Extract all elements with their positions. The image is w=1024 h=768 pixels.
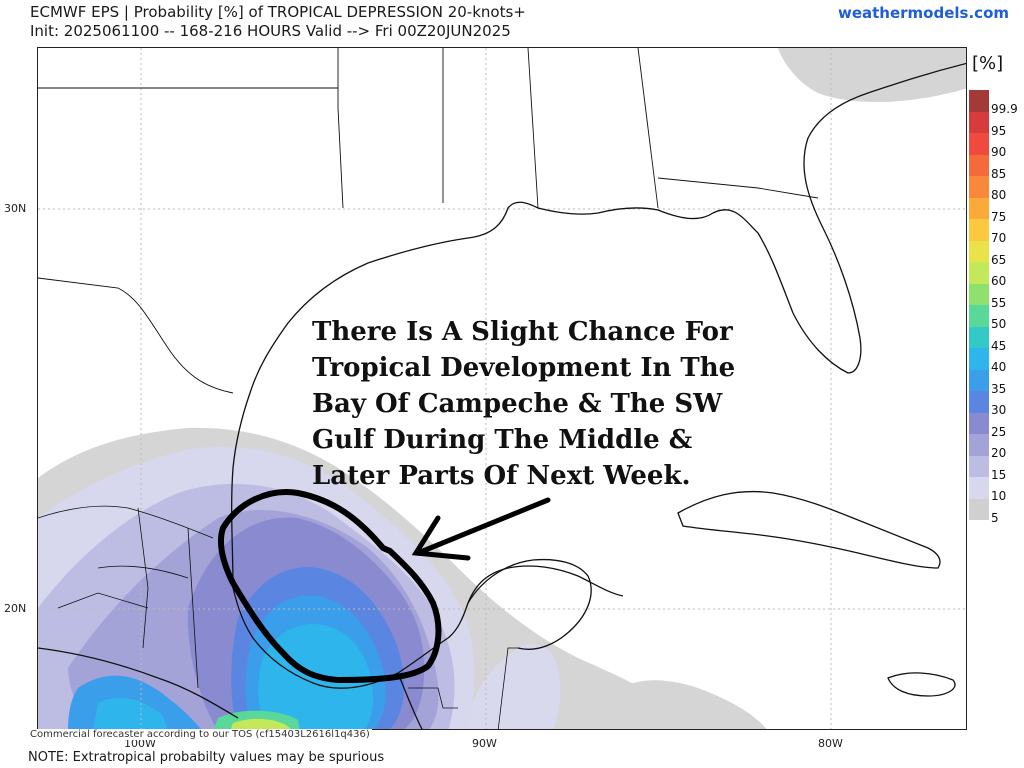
legend-swatch — [969, 197, 989, 219]
legend-row: 20 — [969, 434, 1024, 460]
legend-label: 99.9 — [991, 102, 1018, 116]
legend-swatch — [969, 176, 989, 198]
title-line-2: Init: 2025061100 -- 168-216 HOURS Valid … — [30, 22, 511, 40]
coastlines — [38, 48, 966, 729]
legend-swatch — [969, 111, 989, 133]
legend-swatch — [969, 498, 989, 520]
legend-row: 60 — [969, 262, 1024, 288]
legend-swatch — [969, 412, 989, 434]
highlight-circle — [218, 489, 442, 683]
map-panel — [37, 47, 967, 730]
legend-label: 95 — [991, 123, 1007, 138]
legend-row: 30 — [969, 391, 1024, 417]
legend-swatch — [969, 391, 989, 413]
legend-row: 95 — [969, 111, 1024, 138]
legend-swatch — [969, 369, 989, 391]
legend-row: 75 — [969, 197, 1024, 224]
legend-label: 40 — [991, 360, 1007, 374]
legend-row: 80 — [969, 176, 1024, 202]
legend-row: 5 — [969, 498, 1024, 525]
lon-label-90w: 90W — [472, 737, 497, 750]
legend-swatch — [969, 305, 989, 327]
legend-label: 45 — [991, 338, 1007, 353]
legend-row: 90 — [969, 133, 1024, 159]
legend-swatch — [969, 348, 989, 370]
legend-swatch — [969, 455, 989, 477]
legend-label: 20 — [991, 446, 1007, 460]
legend-label: 65 — [991, 252, 1007, 267]
legend-row: 40 — [969, 348, 1024, 374]
legend-label: 50 — [991, 317, 1007, 331]
legend-label: 25 — [991, 424, 1007, 439]
legend-swatch — [969, 240, 989, 262]
legend-row: 65 — [969, 240, 1024, 267]
legend-row: 50 — [969, 305, 1024, 331]
legend-row: 99.9 — [969, 90, 1024, 116]
legend-swatch — [969, 154, 989, 176]
legend-label: 80 — [991, 188, 1007, 202]
legend-label: 85 — [991, 166, 1007, 181]
legend-label: 55 — [991, 295, 1007, 310]
annotation-text: There Is A Slight Chance For Tropical De… — [312, 317, 736, 491]
map-canvas — [38, 48, 966, 729]
footnote: NOTE: Extratropical probabilty values ma… — [28, 750, 385, 765]
legend-swatch — [969, 90, 989, 112]
legend-label: 70 — [991, 231, 1007, 245]
legend-row: 35 — [969, 369, 1024, 396]
legend-label: 35 — [991, 381, 1007, 396]
lat-label-30n: 30N — [4, 202, 27, 215]
legend-row: 85 — [969, 154, 1024, 181]
legend-swatch — [969, 326, 989, 348]
legend-swatch — [969, 283, 989, 305]
legend-unit: [%] — [972, 53, 1004, 74]
legend-label: 30 — [991, 403, 1007, 417]
legend-label: 75 — [991, 209, 1007, 224]
map-title: ECMWF EPS | Probability [%] of TROPICAL … — [30, 3, 526, 41]
lon-label-80w: 80W — [818, 737, 843, 750]
legend-swatch — [969, 434, 989, 456]
legend-swatch — [969, 262, 989, 284]
legend-swatch — [969, 219, 989, 241]
legend-label: 5 — [991, 510, 999, 525]
legend-label: 60 — [991, 274, 1007, 288]
legend-row: 25 — [969, 412, 1024, 439]
annotation-arrow — [411, 497, 551, 561]
credit-text: Commercial forecaster according to our T… — [28, 729, 372, 740]
legend-row: 10 — [969, 477, 1024, 503]
color-legend: 99.9 95 90 85 80 75 70 65 60 55 50 45 40 35 30 25 20 15 10… — [969, 90, 1024, 525]
lon-label-100w: 100W — [124, 737, 156, 750]
legend-swatch — [969, 477, 989, 499]
lat-label-20n: 20N — [4, 602, 27, 615]
legend-row: 15 — [969, 455, 1024, 482]
legend-label: 15 — [991, 467, 1007, 482]
legend-row: 45 — [969, 326, 1024, 353]
legend-row: 55 — [969, 283, 1024, 310]
legend-label: 10 — [991, 489, 1007, 503]
legend-label: 90 — [991, 145, 1007, 159]
title-line-1: ECMWF EPS | Probability [%] of TROPICAL … — [30, 3, 526, 21]
brand-link[interactable]: weathermodels.com — [837, 4, 1009, 22]
legend-row: 70 — [969, 219, 1024, 245]
legend-swatch — [969, 133, 989, 155]
